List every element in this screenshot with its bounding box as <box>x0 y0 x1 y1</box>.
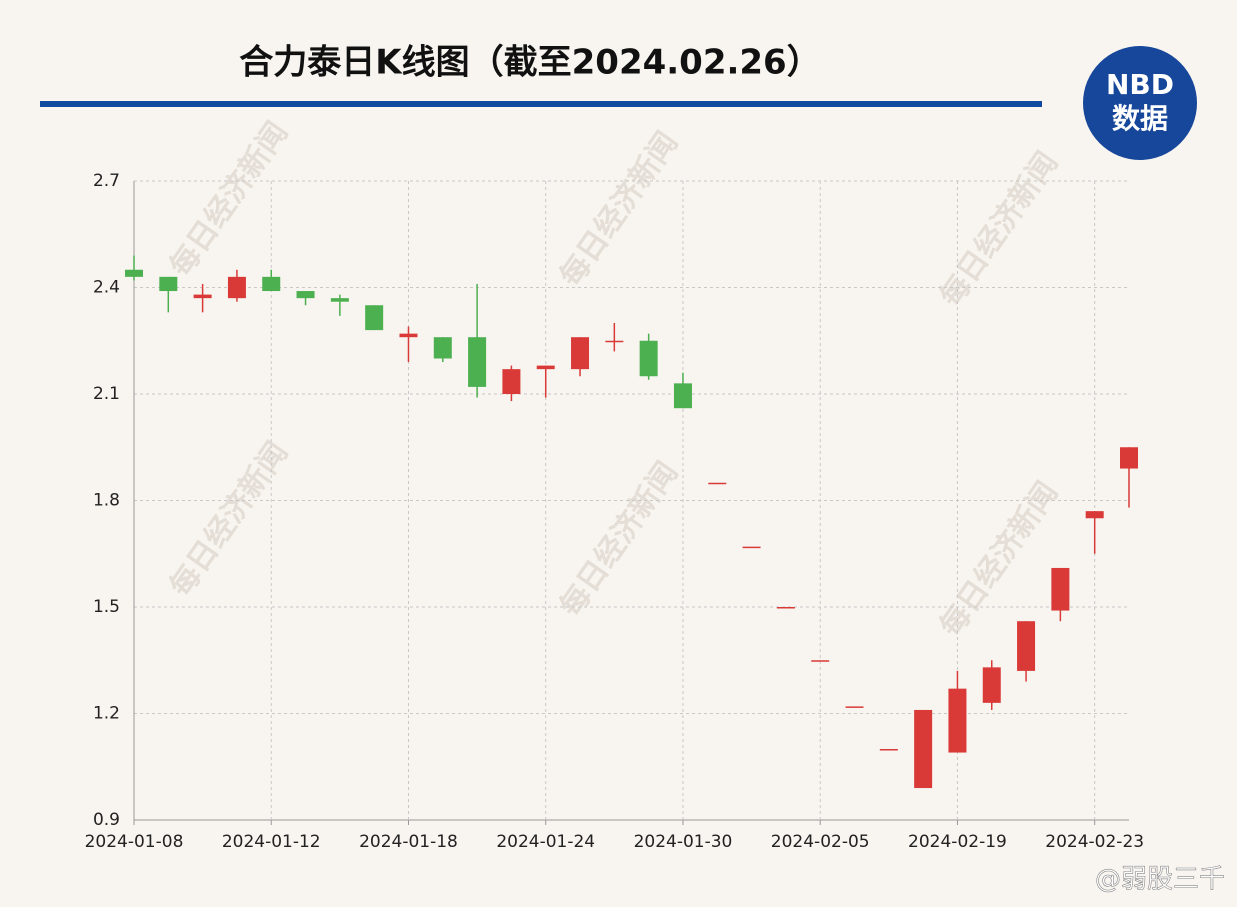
candle-body <box>673 383 692 409</box>
x-tick-label: 2024-01-12 <box>222 832 321 852</box>
candle-body <box>536 365 555 370</box>
candle-body <box>193 294 212 299</box>
logo <box>1083 46 1197 160</box>
candle-body <box>948 688 967 753</box>
candle-body <box>639 340 658 377</box>
x-tick-label: 2024-02-23 <box>1045 832 1144 852</box>
candle-body <box>262 276 281 292</box>
candle-body <box>571 337 590 370</box>
x-tick-label: 2024-01-08 <box>85 832 184 852</box>
x-tick-label: 2024-01-30 <box>634 832 733 852</box>
candle-body <box>982 667 1001 703</box>
chart-title: 合力泰日K线图（截至2024.02.26） <box>239 43 820 83</box>
x-tick-label: 2024-01-18 <box>359 832 458 852</box>
candle-body <box>1085 511 1104 519</box>
logo-top: NBD <box>1106 68 1174 101</box>
x-tick-label: 2024-01-24 <box>496 832 595 852</box>
y-tick-label: 1.5 <box>93 597 120 617</box>
y-tick-label: 2.4 <box>93 278 120 298</box>
candle-body <box>227 276 246 299</box>
y-tick-label: 0.9 <box>93 810 120 830</box>
title-rule <box>40 101 1042 107</box>
candle-body <box>399 333 418 338</box>
candle-body <box>742 546 761 549</box>
candle-body <box>845 706 864 708</box>
y-tick-label: 2.1 <box>93 384 120 404</box>
candle-body <box>468 337 487 387</box>
candle-body <box>1120 447 1138 469</box>
x-tick-label: 2024-02-05 <box>771 832 870 852</box>
logo-bottom: 数据 <box>1112 102 1168 135</box>
candle-body <box>330 298 349 302</box>
candle-body <box>914 709 933 789</box>
candle-body <box>125 269 143 277</box>
candle-body <box>1051 567 1070 611</box>
candle-body <box>776 607 795 609</box>
candle-body <box>879 749 898 751</box>
y-tick-label: 2.7 <box>93 171 120 191</box>
credit: @弱股三千 <box>1095 865 1225 895</box>
candle-body <box>296 291 315 299</box>
x-tick-label: 2024-02-19 <box>908 832 1007 852</box>
candle-body <box>433 337 452 359</box>
y-tick-label: 1.2 <box>93 704 120 724</box>
y-tick-label: 1.8 <box>93 491 120 511</box>
candle-body <box>811 660 830 662</box>
candle-body <box>708 482 727 485</box>
candle-body <box>605 340 624 343</box>
candle-body <box>159 276 178 292</box>
candle-body <box>1017 621 1036 671</box>
candle-body <box>502 369 521 394</box>
candle-body <box>365 305 384 331</box>
